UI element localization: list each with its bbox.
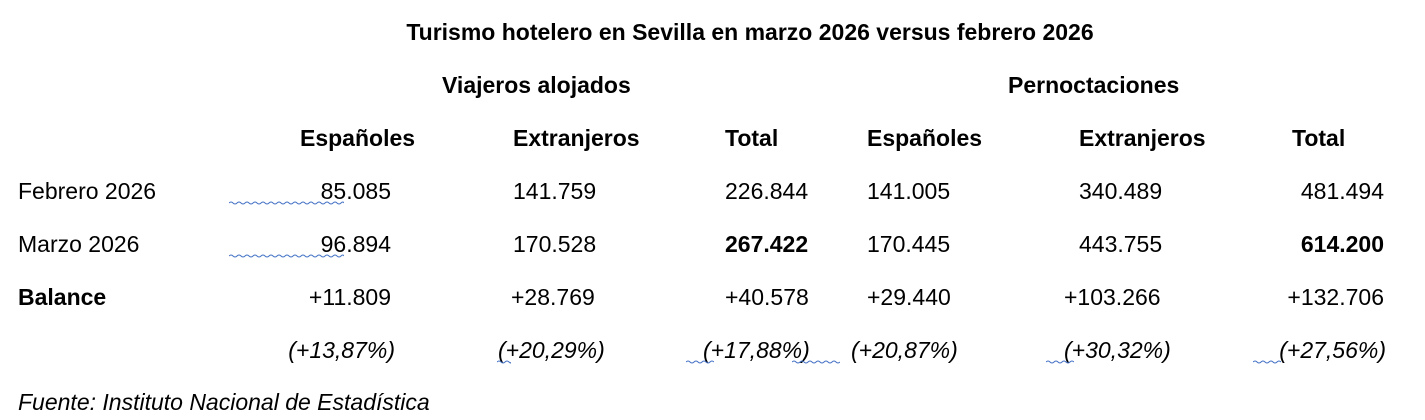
column-header-espanoles-pernoctaciones: Españoles (867, 125, 983, 151)
row-label-balance: Balance (18, 284, 107, 310)
cell-marzo-espanoles-pernoctaciones: 170.445 (867, 231, 951, 257)
cell-febrero-espanoles-viajeros: 85.085 (320, 178, 391, 204)
cell-febrero-total-viajeros: 226.844 (725, 178, 809, 204)
table-title: Turismo hotelero en Sevilla en marzo 202… (406, 19, 1094, 45)
pct-espanoles-pernoctaciones: (+20,87%) (851, 337, 958, 363)
spellcheck-underline (1253, 360, 1281, 364)
spellcheck-underline (229, 201, 344, 205)
spellcheck-underline (497, 360, 511, 364)
cell-marzo-extranjeros-viajeros: 170.528 (513, 231, 597, 257)
source-note: Fuente: Instituto Nacional de Estadístic… (18, 389, 430, 415)
cell-balance-extranjeros-pernoctaciones: +103.266 (1064, 284, 1161, 310)
cell-balance-espanoles-pernoctaciones: +29.440 (867, 284, 951, 310)
group-header-viajeros: Viajeros alojados (442, 72, 631, 98)
cell-febrero-extranjeros-pernoctaciones: 340.489 (1079, 178, 1163, 204)
cell-febrero-total-pernoctaciones: 481.494 (1300, 178, 1384, 204)
pct-espanoles-viajeros: (+13,87%) (288, 337, 395, 363)
column-header-extranjeros-viajeros: Extranjeros (513, 125, 640, 151)
cell-febrero-espanoles-pernoctaciones: 141.005 (867, 178, 951, 204)
column-header-extranjeros-pernoctaciones: Extranjeros (1079, 125, 1206, 151)
spellcheck-underline (1046, 360, 1074, 364)
pct-total-viajeros: (+17,88%) (703, 337, 810, 363)
row-label-febrero: Febrero 2026 (18, 178, 157, 204)
cell-febrero-extranjeros-viajeros: 141.759 (513, 178, 597, 204)
cell-marzo-total-viajeros: 267.422 (725, 231, 809, 257)
cell-balance-total-viajeros: +40.578 (725, 284, 809, 310)
column-header-total-pernoctaciones: Total (1292, 125, 1346, 151)
cell-balance-extranjeros-viajeros: +28.769 (511, 284, 595, 310)
cell-balance-total-pernoctaciones: +132.706 (1287, 284, 1384, 310)
spellcheck-underline (686, 360, 714, 364)
cell-marzo-total-pernoctaciones: 614.200 (1300, 231, 1384, 257)
spellcheck-underline (792, 360, 840, 364)
cell-marzo-extranjeros-pernoctaciones: 443.755 (1079, 231, 1163, 257)
column-header-total-viajeros: Total (725, 125, 779, 151)
spellcheck-underline (229, 254, 344, 258)
group-header-pernoctaciones: Pernoctaciones (1008, 72, 1180, 98)
pct-extranjeros-viajeros: (+20,29%) (498, 337, 605, 363)
pct-total-pernoctaciones: (+27,56%) (1279, 337, 1386, 363)
cell-marzo-espanoles-viajeros: 96.894 (320, 231, 391, 257)
cell-balance-espanoles-viajeros: +11.809 (308, 284, 391, 310)
pct-extranjeros-pernoctaciones: (+30,32%) (1064, 337, 1171, 363)
row-label-marzo: Marzo 2026 (18, 231, 140, 257)
column-header-espanoles-viajeros: Españoles (300, 125, 416, 151)
